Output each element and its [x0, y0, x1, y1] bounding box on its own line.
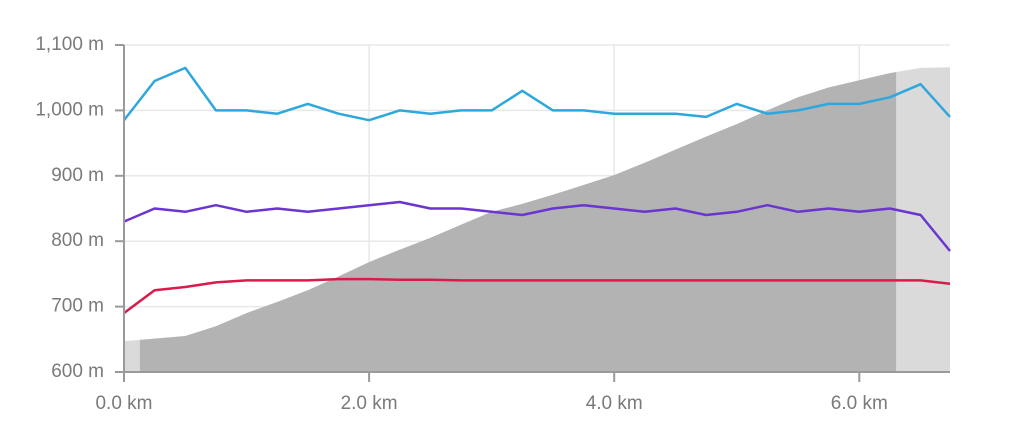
y-tick-label: 800 m [51, 230, 104, 251]
series-line [123, 200, 951, 252]
y-tick-label: 600 m [51, 361, 104, 382]
elevation-area-selected [139, 72, 897, 372]
y-tick-label: 1,100 m [35, 34, 104, 55]
y-tick-label: 1,000 m [35, 99, 104, 120]
y-tick-label: 900 m [51, 165, 104, 186]
x-tick-label: 0.0 km [95, 393, 152, 414]
series-line [123, 277, 951, 315]
x-tick-label: 4.0 km [586, 393, 643, 414]
series-line [123, 66, 951, 122]
x-tick-label: 6.0 km [831, 393, 888, 414]
y-tick-label: 700 m [51, 296, 104, 317]
x-tick-label: 2.0 km [341, 393, 398, 414]
